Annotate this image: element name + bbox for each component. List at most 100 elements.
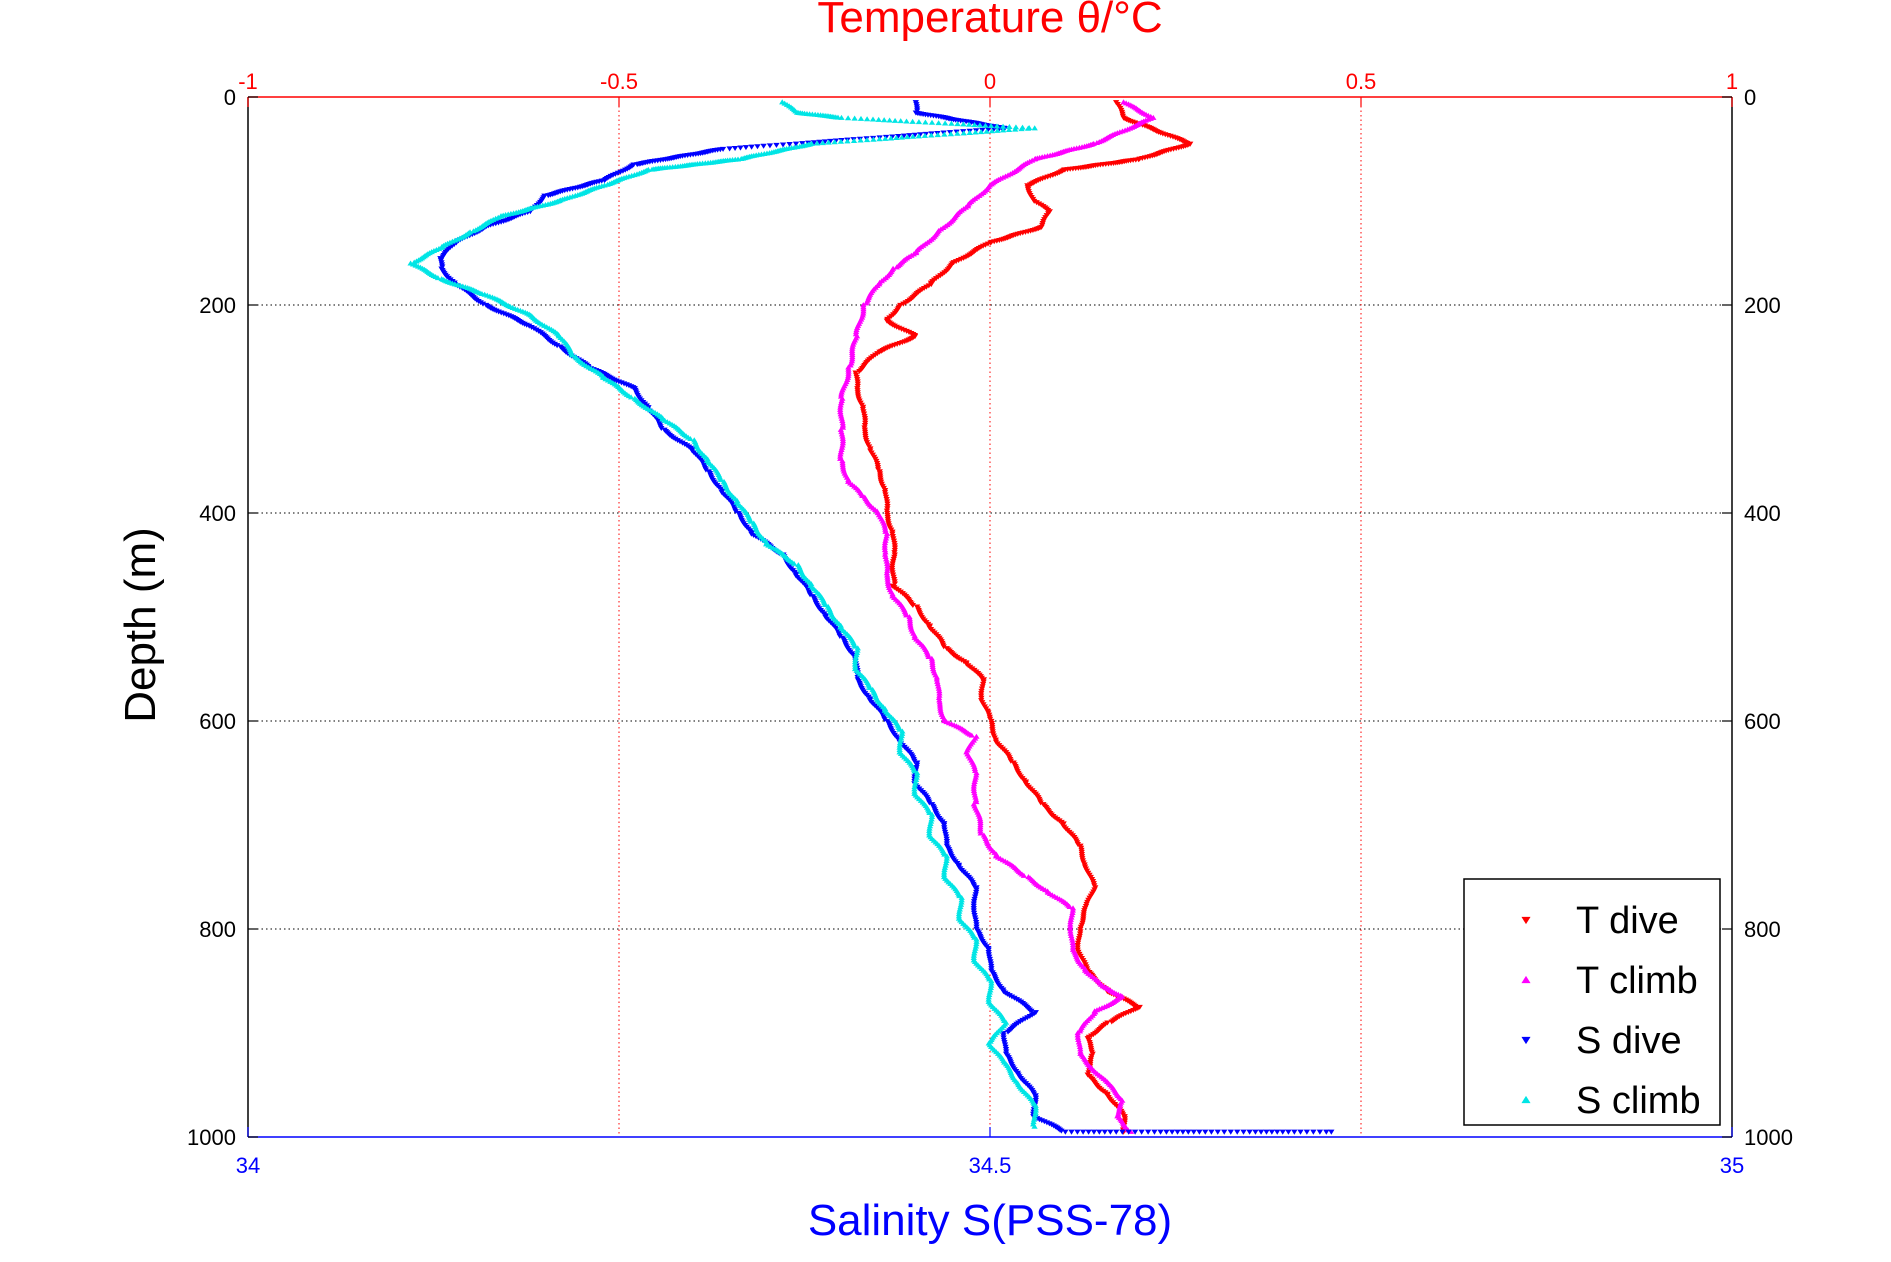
s-dive-point: [1214, 1129, 1221, 1135]
s-dive-point: [1096, 1129, 1103, 1135]
s-climb-point: [837, 138, 845, 144]
s-dive-point: [773, 142, 780, 148]
depth-tick-label-left: 800: [199, 917, 236, 942]
s-climb-point: [960, 130, 967, 136]
s-climb-point: [934, 132, 941, 138]
legend-marker-s-dive: [1521, 1036, 1531, 1045]
s-dive-point: [1190, 1129, 1197, 1135]
s-dive-point: [1107, 1129, 1114, 1135]
s-climb-point: [569, 352, 576, 358]
depth-tick-label-right: 200: [1744, 293, 1781, 318]
legend-label-s-climb: S climb: [1576, 1080, 1701, 1122]
s-climb-point: [814, 140, 821, 146]
s-climb-point: [928, 119, 936, 125]
s-climb-point: [941, 120, 949, 126]
t-dive-point: [1108, 1019, 1115, 1025]
s-dive-point: [1285, 1129, 1292, 1135]
s-dive-point: [1297, 1129, 1304, 1135]
t-climb-point: [863, 300, 870, 306]
legend-box: [1463, 878, 1721, 1126]
t-climb-point: [977, 830, 984, 836]
s-dive-point: [1163, 1129, 1170, 1135]
s-climb-point: [881, 117, 888, 123]
s-dive-point: [1119, 1129, 1126, 1135]
s-dive-point: [731, 145, 739, 152]
s-dive-point: [1291, 1129, 1298, 1135]
s-climb-point: [1000, 127, 1007, 133]
s-climb-point: [915, 119, 923, 125]
salinity-tick-label: 34.5: [969, 1153, 1012, 1178]
s-climb-point: [960, 121, 967, 127]
temperature-tick-label: -1: [238, 69, 258, 94]
s-climb-point: [825, 139, 832, 145]
s-dive-point: [1028, 1008, 1035, 1014]
legend-marker-t-dive: [1521, 916, 1531, 925]
s-dive-point: [1268, 1129, 1275, 1135]
s-dive-point: [1303, 1129, 1311, 1135]
legend-marker-s-climb: [1521, 1095, 1531, 1104]
s-climb-point: [857, 137, 864, 143]
s-climb-point: [976, 122, 984, 128]
legend-label-s-dive: S dive: [1576, 1020, 1682, 1062]
s-climb-point: [922, 119, 929, 125]
s-climb-point: [857, 115, 865, 121]
s-climb-point: [972, 129, 979, 135]
s-dive-point: [1185, 1129, 1192, 1135]
s-climb-point: [1018, 126, 1025, 132]
s-dive-point: [1274, 1129, 1281, 1135]
temperature-tick-label: 0.5: [1346, 69, 1377, 94]
legend-marker-t-climb: [1521, 975, 1531, 984]
depth-tick-label-right: 400: [1744, 501, 1781, 526]
s-climb-point: [1031, 1123, 1038, 1129]
s-dive-point: [742, 145, 750, 151]
s-climb-point: [434, 275, 442, 281]
s-climb-point: [915, 133, 922, 139]
s-climb-point: [954, 130, 961, 136]
depth-tick-label-right: 0: [1744, 85, 1756, 110]
s-dive-point: [1208, 1129, 1215, 1135]
s-climb-point: [887, 135, 895, 141]
s-dive-point: [1113, 1129, 1120, 1135]
series-s-dive: [437, 100, 1335, 1135]
s-climb-point: [1012, 126, 1019, 132]
depth-tick-label-left: 1000: [187, 1125, 236, 1150]
s-climb-point: [893, 134, 900, 141]
legend-label-t-climb: T climb: [1576, 960, 1698, 1002]
s-dive-point: [1252, 1129, 1259, 1135]
s-dive-point: [726, 146, 733, 152]
s-dive-point: [1157, 1129, 1164, 1135]
s-climb-point: [747, 518, 754, 524]
t-climb-point: [1020, 872, 1028, 878]
depth-tick-label-left: 600: [199, 709, 236, 734]
s-climb-point: [896, 726, 903, 732]
s-dive-point: [1074, 1129, 1081, 1135]
s-climb-point: [994, 127, 1001, 133]
s-dive-point: [1004, 1029, 1012, 1035]
depth-axis-title: Depth (m): [116, 527, 165, 723]
s-climb-point: [886, 117, 893, 123]
s-climb-point: [948, 120, 955, 126]
s-climb-point: [891, 117, 899, 123]
s-climb-point: [882, 135, 889, 141]
s-climb-point: [987, 123, 995, 129]
s-dive-point: [748, 144, 755, 150]
depth-tick-label-right: 600: [1744, 709, 1781, 734]
s-climb-point: [870, 136, 877, 142]
salinity-tick-label: 35: [1720, 1153, 1744, 1178]
salinity-tick-label: 34: [236, 1153, 260, 1178]
s-climb-point: [921, 132, 929, 138]
s-climb-point: [1005, 126, 1013, 133]
s-dive-point: [1085, 1129, 1092, 1135]
s-dive-point: [1234, 1129, 1241, 1135]
s-climb-point: [947, 131, 955, 137]
s-dive-point: [1310, 1129, 1317, 1135]
s-dive-point: [1202, 1129, 1209, 1135]
s-climb-point: [1031, 125, 1038, 131]
series-s-climb: [407, 99, 1040, 1129]
s-climb-point: [850, 137, 858, 143]
s-dive-point: [1279, 1129, 1286, 1135]
s-dive-point: [1240, 1129, 1247, 1135]
s-dive-point: [1328, 1129, 1335, 1135]
s-dive-point: [1062, 1129, 1069, 1135]
s-climb-point: [993, 123, 1001, 129]
